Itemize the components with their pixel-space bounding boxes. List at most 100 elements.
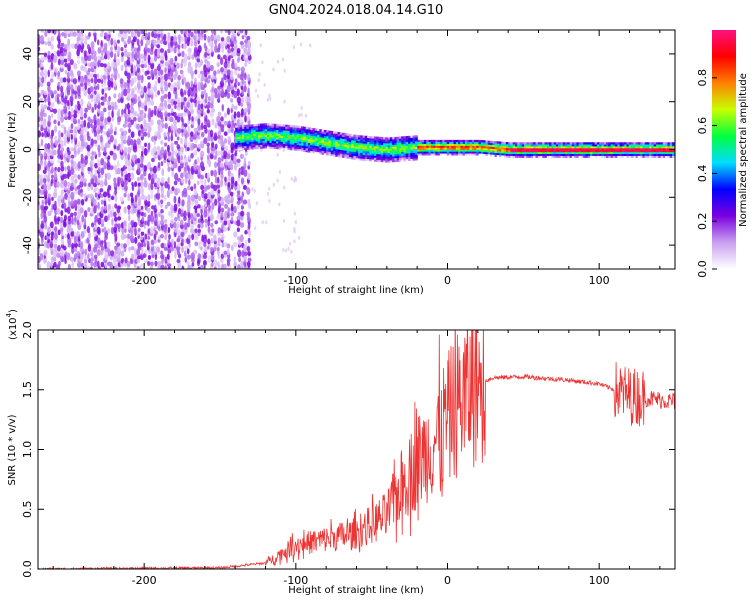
spectrogram-cell: [394, 152, 398, 155]
spectrogram-cell: [601, 153, 605, 156]
spectrogram-cell: [330, 144, 334, 147]
spectrogram-cell: [342, 136, 346, 139]
colorbar-tick-label: 0.8: [696, 69, 709, 87]
spectrogram-cell: [83, 210, 88, 218]
spectrogram-cell: [455, 143, 459, 146]
spectrogram-cell: [294, 133, 298, 136]
spectrogram-cell: [442, 145, 446, 148]
spectrogram-cell: [326, 151, 330, 154]
spectrogram-cell: [460, 143, 464, 146]
spectrogram-cell: [278, 133, 282, 136]
spectrogram-cell: [312, 143, 316, 146]
spectrogram-cell: [164, 218, 168, 223]
spectrogram-cell: [526, 146, 530, 149]
spectrogram-cell: [412, 139, 416, 142]
spectrogram-cell: [38, 216, 41, 221]
spectrogram-cell: [93, 124, 98, 129]
spectrogram-cell: [410, 150, 414, 154]
spectrogram-cell: [98, 151, 101, 158]
spectrogram-cell: [292, 140, 296, 143]
spectrogram-cell: [93, 30, 97, 33]
spectrogram-cell: [517, 155, 521, 158]
spectrogram-cell: [132, 206, 137, 214]
spectrogram-cell: [524, 144, 528, 147]
spectrogram-cell: [403, 157, 407, 160]
spectrogram-cell: [348, 141, 352, 144]
spectrogram-cell: [619, 151, 623, 155]
spectrogram-cell: [236, 189, 241, 196]
spectrogram-cell: [633, 142, 637, 145]
spectrogram-cell: [220, 124, 225, 129]
spectrogram-cell: [323, 135, 327, 138]
spectrogram-cell: [533, 153, 537, 156]
spectrogram-cell: [560, 153, 564, 156]
spectrogram-cell: [176, 258, 181, 264]
spectrogram-cell: [580, 148, 584, 151]
spectrogram-cell: [183, 187, 188, 194]
spectrogram-cell: [181, 208, 184, 214]
spectrogram-cell: [77, 118, 81, 125]
spectrogram-cell: [206, 146, 210, 154]
spectrogram-cell: [332, 150, 336, 153]
spectrogram-cell: [362, 147, 366, 150]
spectrogram-cell: [394, 159, 398, 163]
spectrogram-cell: [426, 153, 430, 156]
spectrogram-cell: [335, 147, 339, 150]
spectrogram-cell: [301, 137, 305, 141]
spectrogram-cell: [553, 144, 557, 147]
spectrogram-cell: [339, 136, 343, 139]
spectrogram-cell: [113, 177, 117, 183]
spectrogram-cell: [501, 153, 505, 156]
spectrogram-cell: [132, 97, 137, 105]
spectrogram-cell: [321, 146, 325, 150]
spectrogram-cell: [328, 136, 332, 139]
spectrogram-cell: [220, 66, 224, 73]
spectrogram-cell: [49, 221, 54, 229]
spectrogram-cell: [330, 131, 334, 134]
spectrogram-cell: [437, 145, 441, 148]
spectrogram-cell: [330, 136, 334, 139]
snr-panel: -200 -100 0 100 0.00.51.01.52.0 Height of s…: [5, 309, 676, 596]
spectrogram-cell: [262, 144, 266, 147]
spectrogram-cell: [478, 139, 482, 143]
spectrogram-cell: [542, 148, 546, 151]
spectrogram-cell: [558, 155, 562, 158]
spectrogram-cell: [530, 148, 534, 151]
spectrogram-cell: [383, 137, 387, 140]
spectrogram-cell: [196, 213, 201, 218]
spectrogram-cell: [141, 146, 145, 152]
spectrogram-cell: [39, 189, 45, 196]
spectrogram-cell: [51, 166, 54, 173]
spectrogram-cell: [69, 256, 74, 262]
spectrogram-cell: [392, 152, 396, 155]
spectrogram-cell: [637, 142, 641, 145]
spectrogram-cell: [294, 148, 298, 151]
spectrogram-cell: [53, 243, 58, 249]
spectrogram-cell: [396, 144, 400, 147]
spectrogram-cell: [246, 35, 251, 41]
spectrogram-cell: [93, 55, 98, 62]
spectrogram-cell: [669, 142, 673, 145]
spectrogram-cell: [190, 152, 194, 159]
spectrogram-cell: [257, 127, 261, 130]
spectrogram-cell: [43, 205, 49, 211]
colorbar-tick-label: 0.0: [696, 260, 709, 278]
spectrogram-cell: [235, 127, 239, 130]
spectrogram-cell: [412, 146, 416, 150]
spectrogram-cell: [439, 145, 443, 148]
spectrogram-cell: [240, 166, 245, 172]
spectrogram-cell: [501, 151, 505, 154]
spectrogram-cell: [214, 143, 218, 150]
spectrogram-cell: [251, 135, 255, 138]
spectrogram-cell: [111, 109, 114, 118]
spectrogram-cell: [77, 174, 81, 180]
spectrogram-cell: [63, 173, 68, 179]
spectrogram-cell: [428, 151, 432, 154]
spectrogram-cell: [519, 142, 523, 145]
spectrogram-cell: [373, 159, 377, 162]
spectrogram-cell: [123, 184, 128, 192]
spectrogram-cell: [644, 153, 648, 156]
spectrogram-cell: [398, 148, 402, 151]
spectrogram-cell: [348, 153, 352, 156]
spectrogram-cell: [635, 149, 639, 153]
